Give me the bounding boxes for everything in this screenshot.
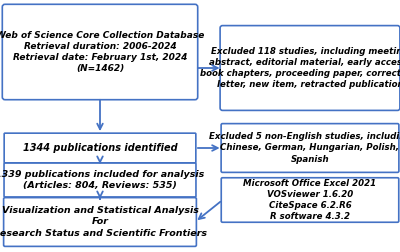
- FancyBboxPatch shape: [4, 198, 196, 246]
- FancyBboxPatch shape: [221, 124, 399, 172]
- FancyBboxPatch shape: [2, 4, 198, 100]
- Text: Microsoft Office Excel 2021
VOSviewer 1.6.20
CiteSpace 6.2.R6
R software 4.3.2: Microsoft Office Excel 2021 VOSviewer 1.…: [244, 179, 376, 221]
- Text: Visualization and Statistical Analysis
For
Research Status and Scientific Fronti: Visualization and Statistical Analysis F…: [0, 206, 207, 238]
- FancyBboxPatch shape: [4, 163, 196, 197]
- Text: 1344 publications identified: 1344 publications identified: [23, 143, 177, 153]
- Text: Excluded 118 studies, including meeting
abstract, editorial material, early acce: Excluded 118 studies, including meeting …: [200, 47, 400, 89]
- FancyBboxPatch shape: [220, 26, 400, 110]
- Text: Excluded 5 non-English studies, including
Chinese, German, Hungarian, Polish,
Sp: Excluded 5 non-English studies, includin…: [209, 132, 400, 164]
- FancyBboxPatch shape: [4, 133, 196, 163]
- Text: Web of Science Core Collection Database
Retrieval duration: 2006-2024
Retrieval : Web of Science Core Collection Database …: [0, 31, 204, 73]
- FancyBboxPatch shape: [221, 178, 399, 222]
- Text: 1339 publications included for analysis
(Articles: 804, Reviews: 535): 1339 publications included for analysis …: [0, 170, 205, 190]
